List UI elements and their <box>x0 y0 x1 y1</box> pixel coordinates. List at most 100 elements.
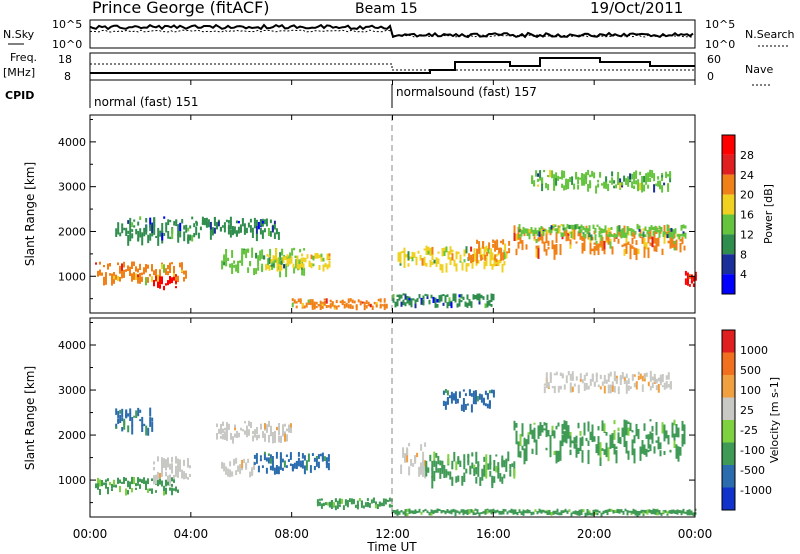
data-cell <box>137 221 140 226</box>
data-cell <box>274 255 277 263</box>
data-cell <box>670 230 673 238</box>
data-cell <box>431 467 434 479</box>
data-cell <box>649 177 652 182</box>
data-cell <box>439 460 442 466</box>
data-cell <box>425 245 428 255</box>
data-cell <box>255 453 258 462</box>
data-cell <box>123 418 126 426</box>
data-cell <box>571 376 574 381</box>
data-cell <box>537 248 540 259</box>
data-cell <box>331 301 334 305</box>
data-cell <box>565 421 568 432</box>
data-cell <box>400 301 403 307</box>
data-cell <box>647 449 650 453</box>
x-tick-label: 00:00 <box>73 527 108 541</box>
data-cell <box>171 228 174 240</box>
data-cell <box>474 512 477 515</box>
data-cell <box>489 461 492 470</box>
data-cell <box>462 296 465 301</box>
data-cell <box>420 463 423 475</box>
data-cell <box>500 240 503 244</box>
data-cell <box>283 460 286 468</box>
data-cell <box>649 376 652 382</box>
data-cell <box>543 383 546 386</box>
data-cell <box>643 184 646 192</box>
data-cell <box>255 219 258 227</box>
data-cell <box>620 234 623 239</box>
data-band <box>513 419 686 466</box>
data-cell <box>167 480 169 486</box>
data-cell <box>442 390 445 395</box>
data-cell <box>638 233 641 237</box>
data-cell <box>516 512 519 516</box>
data-cell <box>388 504 391 508</box>
data-cell <box>408 298 411 301</box>
data-cell <box>272 432 274 436</box>
data-cell <box>686 278 689 285</box>
data-cell <box>293 266 296 274</box>
data-cell <box>478 241 481 249</box>
data-cell <box>241 255 244 261</box>
data-cell <box>175 280 177 284</box>
data-cell <box>323 298 326 301</box>
data-cell <box>450 302 453 309</box>
data-cell <box>532 511 535 515</box>
data-cell <box>490 304 493 307</box>
data-cell <box>628 510 631 513</box>
data-cell <box>449 246 452 255</box>
data-cell <box>356 504 359 507</box>
data-cell <box>233 260 236 264</box>
data-cell <box>265 263 268 271</box>
data-cell <box>603 240 606 250</box>
data-cell <box>568 224 571 230</box>
data-cell <box>153 217 156 227</box>
data-cell <box>266 424 268 431</box>
data-cell <box>115 408 118 415</box>
data-cell <box>320 503 323 509</box>
data-cell <box>653 373 656 381</box>
data-cell <box>634 509 637 514</box>
data-cell <box>593 242 596 245</box>
data-cell <box>117 275 119 281</box>
data-cell <box>131 487 133 493</box>
data-cell <box>282 424 284 433</box>
data-cell <box>129 224 132 234</box>
data-cell <box>490 511 493 515</box>
data-cell <box>143 477 145 484</box>
data-cell <box>500 511 503 515</box>
data-cell <box>460 300 463 303</box>
data-cell <box>276 257 279 263</box>
data-cell <box>476 255 479 264</box>
data-cell <box>643 423 646 431</box>
data-band <box>216 420 292 444</box>
data-cell <box>514 509 517 513</box>
data-cell <box>244 430 246 435</box>
data-cell <box>225 219 228 223</box>
data-cell <box>470 254 473 264</box>
data-cell <box>319 304 322 308</box>
data-cell <box>467 263 470 267</box>
data-cell <box>384 498 387 501</box>
data-cell <box>450 395 453 400</box>
data-cell <box>343 301 346 304</box>
data-cell <box>129 266 131 274</box>
data-cell <box>430 512 433 516</box>
data-cell <box>461 262 464 271</box>
data-cell <box>664 233 667 238</box>
data-cell <box>311 305 314 310</box>
data-cell <box>513 461 516 473</box>
data-cell <box>576 223 579 229</box>
freq-line <box>90 57 695 74</box>
data-cell <box>394 510 397 513</box>
data-cell <box>593 381 596 386</box>
data-cell <box>476 248 479 256</box>
data-cell <box>227 224 230 229</box>
data-cell <box>643 375 646 379</box>
data-cell <box>631 439 634 451</box>
data-cell <box>668 228 671 231</box>
data-cell <box>233 461 236 466</box>
data-cell <box>456 510 459 513</box>
data-cell <box>551 386 554 389</box>
data-cell <box>305 302 308 308</box>
